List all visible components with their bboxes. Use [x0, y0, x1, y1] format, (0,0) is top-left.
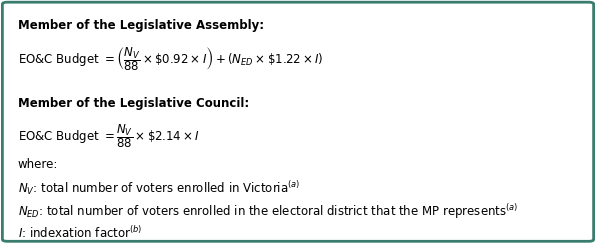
Text: EO&C Budget $= \dfrac{N_V}{88} \times \$2.14 \times I$: EO&C Budget $= \dfrac{N_V}{88} \times \$…: [18, 122, 200, 150]
FancyBboxPatch shape: [2, 2, 594, 241]
Text: Member of the Legislative Assembly:: Member of the Legislative Assembly:: [18, 19, 264, 32]
Text: where:: where:: [18, 157, 58, 171]
Text: Member of the Legislative Council:: Member of the Legislative Council:: [18, 97, 249, 110]
Text: $N_{ED}$: total number of voters enrolled in the electoral district that the MP : $N_{ED}$: total number of voters enrolle…: [18, 202, 518, 221]
Text: EO&C Budget $= \left(\dfrac{N_V}{88} \times \$0.92 \times I\right) + \left(N_{ED: EO&C Budget $= \left(\dfrac{N_V}{88} \ti…: [18, 46, 324, 73]
Text: $I$: indexation factor$^{(b)}$: $I$: indexation factor$^{(b)}$: [18, 225, 142, 241]
Text: $N_V$: total number of voters enrolled in Victoria$^{(a)}$: $N_V$: total number of voters enrolled i…: [18, 179, 300, 197]
